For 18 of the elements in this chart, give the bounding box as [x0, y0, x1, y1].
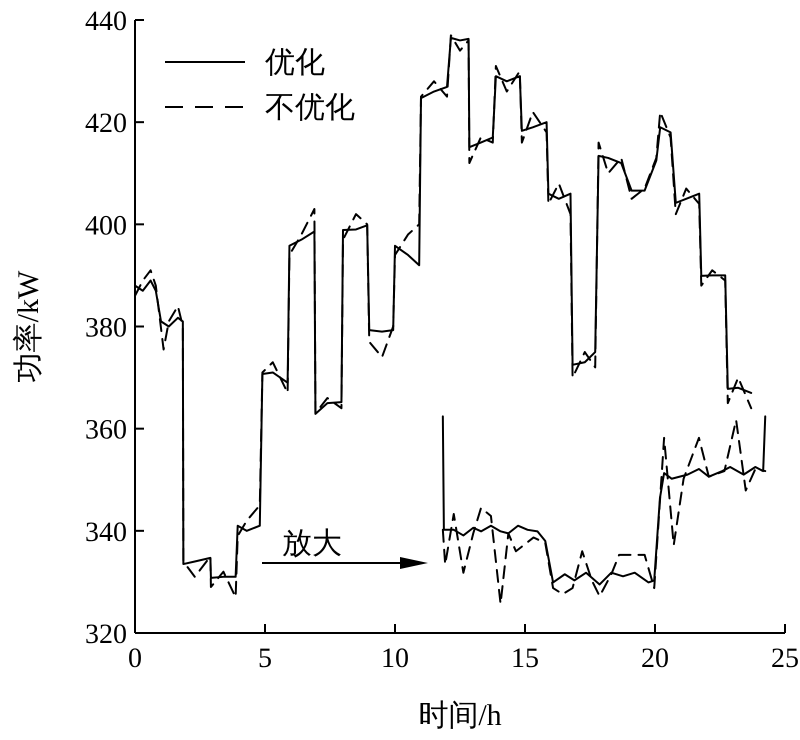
y-tick-label: 340 [85, 516, 127, 548]
x-tick-label: 0 [128, 643, 142, 674]
y-tick-label: 320 [85, 619, 127, 650]
x-tick-label: 20 [641, 643, 669, 674]
x-axis-title: 时间/h [418, 699, 502, 732]
y-tick-label: 380 [85, 312, 127, 344]
x-tick-label: 25 [771, 643, 799, 674]
x-tick-label: 15 [511, 643, 539, 674]
x-tick-label: 5 [258, 643, 272, 674]
y-tick-label: 400 [85, 210, 127, 242]
y-tick-label: 440 [85, 6, 127, 37]
x-tick-label: 10 [381, 643, 409, 674]
legend-label: 不优化 [265, 91, 355, 124]
y-axis-title: 功率/kW [12, 270, 45, 382]
legend-label: 优化 [265, 46, 325, 79]
y-tick-label: 360 [85, 414, 127, 446]
y-tick-label: 420 [85, 108, 127, 140]
annotation: 放大 [282, 527, 342, 560]
